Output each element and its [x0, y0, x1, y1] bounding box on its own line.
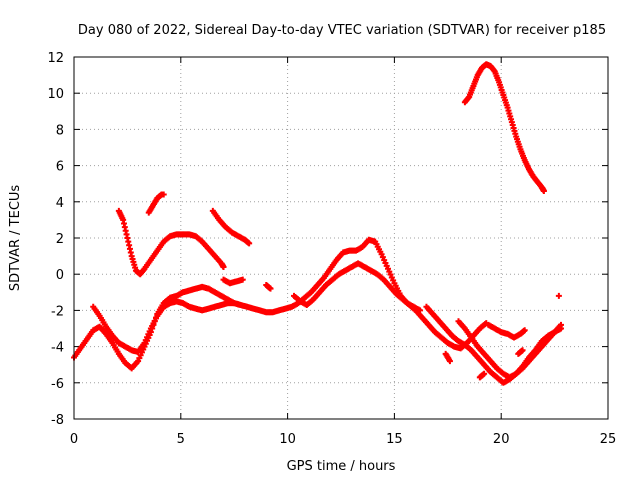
- series-track-13: [476, 370, 488, 381]
- data-points: [71, 61, 565, 386]
- series-track-14: [515, 347, 526, 357]
- data-point: [239, 276, 246, 283]
- x-tick-label: 20: [493, 432, 510, 447]
- data-point: [446, 358, 453, 365]
- series-track-3: [115, 207, 227, 278]
- data-point: [267, 285, 274, 292]
- series-track-9: [423, 303, 565, 386]
- y-tick-label: 6: [56, 160, 64, 175]
- y-tick-labels: -8 -6 -4 -2 0 2 4 6 8 10 12: [47, 51, 64, 428]
- data-point: [521, 327, 528, 334]
- y-tick-label: 4: [56, 196, 64, 211]
- data-point: [558, 325, 565, 332]
- y-tick-label: -4: [51, 341, 64, 356]
- data-point: [160, 191, 167, 198]
- plot-frame: [73, 56, 609, 420]
- y-tick-label: 8: [56, 123, 64, 138]
- chart-title: Day 080 of 2022, Sidereal Day-to-day VTE…: [78, 23, 606, 38]
- x-axis-label: GPS time / hours: [287, 459, 396, 474]
- series-track-5: [209, 207, 253, 247]
- data-point: [519, 347, 526, 354]
- y-tick-label: -8: [51, 413, 64, 428]
- data-point: [246, 240, 253, 247]
- series-track-2: [90, 298, 244, 356]
- series-track-4: [145, 191, 167, 216]
- y-tick-label: -6: [51, 377, 64, 392]
- y-tick-label: 0: [56, 268, 64, 283]
- series-track-16: [555, 292, 562, 299]
- data-point: [555, 292, 562, 299]
- x-tick-label: 5: [177, 432, 185, 447]
- y-tick-label: 12: [47, 51, 64, 66]
- series-track-11: [455, 318, 565, 381]
- data-point: [540, 187, 547, 194]
- data-point: [220, 263, 227, 270]
- x-tick-label: 25: [600, 432, 617, 447]
- series-track-7: [263, 282, 274, 292]
- x-tick-labels: 0 5 10 15 20 25: [70, 432, 616, 447]
- y-tick-label: -2: [51, 304, 64, 319]
- data-point: [237, 301, 244, 308]
- y-axis-label: SDTVAR / TECUs: [8, 185, 23, 292]
- x-tick-label: 10: [279, 432, 296, 447]
- series-track-1: [71, 236, 424, 372]
- x-tick-label: 0: [70, 432, 78, 447]
- x-tick-label: 15: [386, 432, 403, 447]
- y-tick-label: 10: [47, 87, 64, 102]
- x-grid: [73, 57, 609, 419]
- series-track-10: [442, 350, 453, 365]
- series-track-6: [220, 276, 246, 287]
- series-track-15: [461, 61, 547, 194]
- series-track-12: [485, 321, 528, 341]
- y-grid: [74, 56, 608, 420]
- data-point: [481, 370, 488, 377]
- y-tick-label: 2: [56, 232, 64, 247]
